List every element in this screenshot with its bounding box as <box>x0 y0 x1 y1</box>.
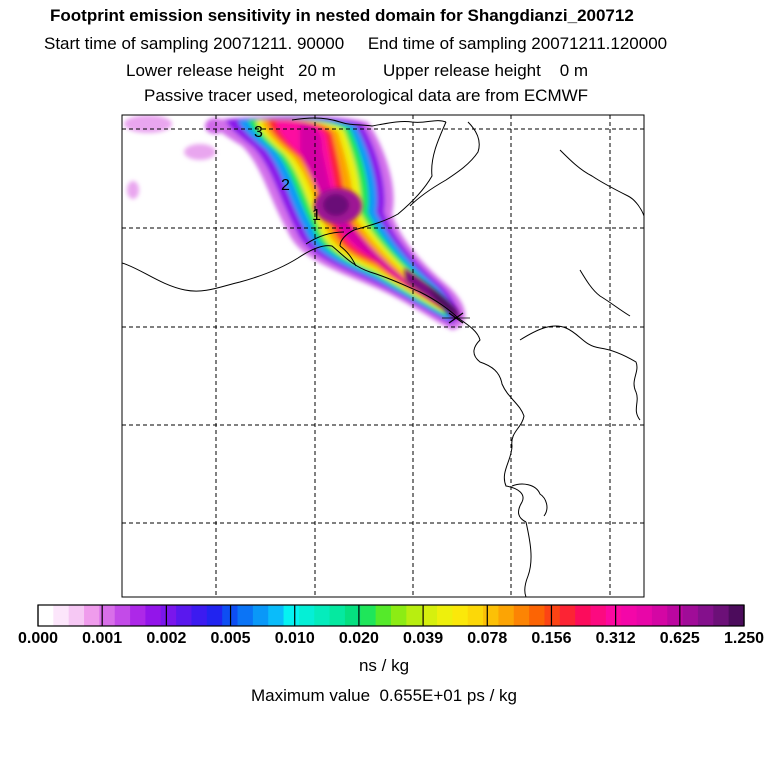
colorbar-swatch <box>575 605 592 626</box>
colorbar-swatch <box>391 605 407 626</box>
colorbar-swatch <box>283 605 300 626</box>
colorbar-swatch <box>114 605 131 626</box>
colorbar-swatch <box>329 605 346 626</box>
coastline <box>122 117 644 597</box>
colorbar-swatch <box>651 605 668 626</box>
colorbar-swatch <box>529 605 546 626</box>
colorbar-tick-label: 0.039 <box>403 630 444 647</box>
colorbar-swatch <box>38 605 54 626</box>
footprint-plume <box>122 115 644 597</box>
colorbar-swatch <box>452 605 469 626</box>
colorbar-swatch <box>467 605 484 626</box>
colorbar-tick-label: 0.312 <box>595 630 636 647</box>
colorbar-tick-label: 0.005 <box>210 630 251 647</box>
colorbar-swatch <box>252 605 269 626</box>
graticule <box>122 115 644 597</box>
colorbar-swatch <box>682 605 699 626</box>
colorbar-swatch <box>498 605 515 626</box>
colorbar-swatch <box>314 605 331 626</box>
colorbar-swatch <box>268 605 285 626</box>
trajectory-label-2: 2 <box>281 177 290 194</box>
colorbar-tick-label: 0.020 <box>338 630 379 647</box>
colorbar-swatch <box>375 605 392 626</box>
colorbar-swatch <box>421 605 438 626</box>
colorbar-swatch <box>53 605 70 626</box>
colorbar-swatch <box>713 605 730 626</box>
colorbar-swatch <box>590 605 607 626</box>
colorbar-tick-label: 0.078 <box>467 630 508 647</box>
trajectory-label-1: 1 <box>312 207 321 224</box>
release-site-marker <box>442 312 470 324</box>
trajectory-label-3: 3 <box>254 124 263 141</box>
colorbar-swatch <box>605 605 622 626</box>
colorbar-swatch <box>728 605 745 626</box>
colorbar-swatch <box>130 605 147 626</box>
colorbar-swatch <box>298 605 315 626</box>
release-height-line: Lower release height 20 m Upper release … <box>126 61 589 80</box>
colorbar-swatch <box>697 605 714 626</box>
sampling-time-line: Start time of sampling 20071211. 90000 E… <box>44 34 668 53</box>
colorbar-swatch <box>513 605 530 626</box>
colorbar-swatch <box>483 605 500 626</box>
colorbar-swatch <box>621 605 638 626</box>
colorbar-unit: ns / kg <box>358 656 410 675</box>
plot-title: Footprint emission sensitivity in nested… <box>50 6 634 25</box>
colorbar-swatch <box>99 605 116 626</box>
colorbar-tick-label: 0.010 <box>274 630 315 647</box>
colorbar-tick-label: 1.250 <box>723 630 765 647</box>
colorbar-swatch <box>191 605 208 626</box>
colorbar-swatch <box>206 605 223 626</box>
colorbar-swatch <box>406 605 423 626</box>
colorbar-swatch <box>237 605 254 626</box>
colorbar-swatch <box>84 605 100 626</box>
colorbar-tick-label: 0.156 <box>531 630 572 647</box>
colorbar-tick-label: 0.000 <box>17 630 59 647</box>
colorbar-swatch <box>68 605 85 626</box>
colorbar-swatch <box>360 605 377 626</box>
colorbar-tick-label: 0.625 <box>659 630 700 647</box>
colorbar-swatch <box>636 605 653 626</box>
colorbar-swatch <box>667 605 684 626</box>
maximum-value-text: Maximum value 0.655E+01 ps / kg <box>251 686 517 705</box>
colorbar-swatch <box>344 605 361 626</box>
colorbar-swatch <box>145 605 162 626</box>
tracer-info-line: Passive tracer used, meteorological data… <box>144 86 589 105</box>
colorbar-tick-label: 0.002 <box>146 630 187 647</box>
map-frame <box>121 114 645 598</box>
colorbar-swatch <box>559 605 576 626</box>
colorbar-swatch <box>160 605 177 626</box>
colorbar-swatch <box>176 605 193 626</box>
colorbar-swatch <box>437 605 453 626</box>
colorbar-tick-label: 0.001 <box>82 630 123 647</box>
colorbar <box>38 605 745 626</box>
colorbar-swatch <box>544 605 561 626</box>
